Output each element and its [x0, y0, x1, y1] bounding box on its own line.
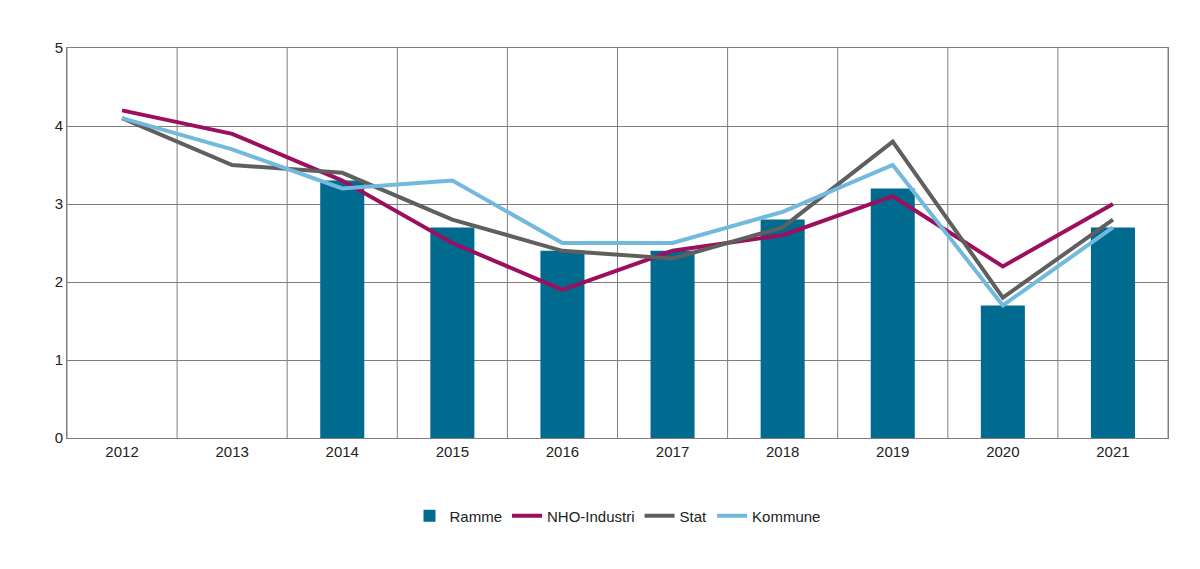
svg-text:2021: 2021: [1096, 443, 1129, 460]
svg-text:2014: 2014: [326, 443, 359, 460]
svg-text:2016: 2016: [546, 443, 579, 460]
svg-text:2019: 2019: [876, 443, 909, 460]
svg-text:2017: 2017: [656, 443, 689, 460]
svg-text:Kommune: Kommune: [752, 508, 820, 525]
svg-text:2012: 2012: [105, 443, 138, 460]
svg-text:2020: 2020: [986, 443, 1019, 460]
svg-text:4: 4: [55, 117, 63, 134]
svg-text:2015: 2015: [436, 443, 469, 460]
svg-text:1: 1: [55, 351, 63, 368]
svg-text:Ramme: Ramme: [450, 508, 503, 525]
svg-text:2: 2: [55, 273, 63, 290]
svg-text:3: 3: [55, 195, 63, 212]
svg-text:5: 5: [55, 39, 63, 56]
svg-text:NHO-Industri: NHO-Industri: [547, 508, 635, 525]
svg-text:2013: 2013: [215, 443, 248, 460]
svg-text:0: 0: [55, 429, 63, 446]
svg-text:2018: 2018: [766, 443, 799, 460]
svg-text:Stat: Stat: [680, 508, 708, 525]
